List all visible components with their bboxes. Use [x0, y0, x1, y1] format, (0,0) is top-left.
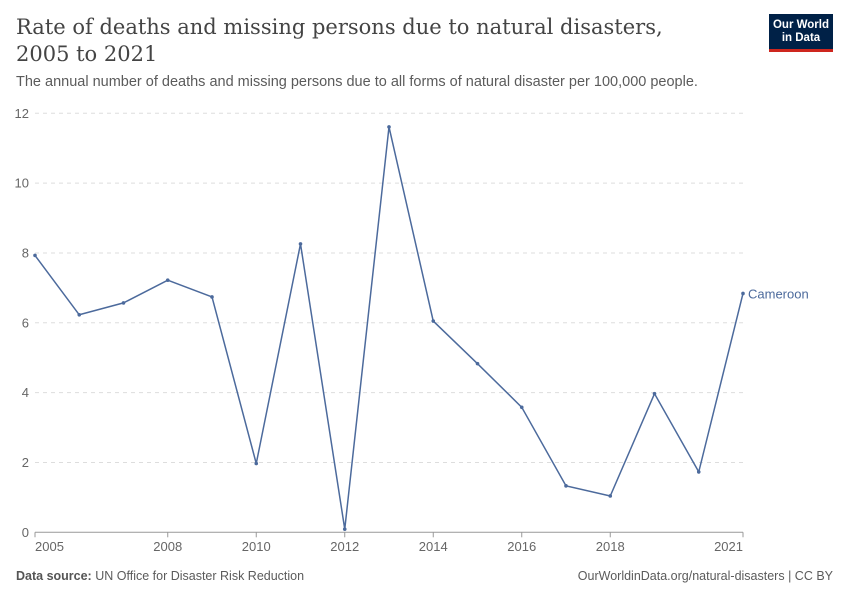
chart-title: Rate of deaths and missing persons due t…	[16, 15, 663, 66]
series-label: Cameroon	[748, 286, 809, 301]
data-point	[210, 295, 214, 299]
logo-line2: in Data	[781, 32, 821, 44]
x-tick-label: 2016	[507, 539, 536, 554]
x-tick-label: 2018	[596, 539, 625, 554]
data-point	[519, 405, 524, 410]
data-point	[77, 312, 82, 317]
data-point	[608, 494, 613, 498]
data-point	[254, 461, 259, 466]
x-tick-label: 2021	[714, 539, 743, 554]
y-tick-label: 0	[22, 525, 29, 540]
owid-logo[interactable]: Our World in Data	[769, 14, 833, 52]
x-tick-label: 2008	[153, 539, 182, 554]
data-point	[298, 242, 303, 246]
y-tick-label: 8	[22, 245, 29, 260]
data-point	[652, 391, 657, 396]
x-tick-label: 2010	[242, 539, 271, 554]
data-point	[431, 319, 436, 323]
data-point	[342, 527, 347, 531]
data-point	[475, 361, 480, 366]
data-point	[33, 253, 37, 258]
data-point	[165, 278, 170, 283]
data-point	[564, 484, 568, 488]
source-label: Data source:	[16, 569, 92, 583]
source-url[interactable]: OurWorldinData.org/natural-disasters | C…	[577, 569, 833, 583]
source-text: UN Office for Disaster Risk Reduction	[95, 569, 305, 583]
x-tick-label: 2005	[35, 539, 64, 554]
y-tick-label: 12	[15, 106, 29, 121]
y-tick-label: 10	[15, 176, 29, 191]
data-point	[696, 470, 701, 474]
y-tick-label: 2	[22, 455, 29, 470]
chart-subtitle: The annual number of deaths and missing …	[16, 74, 698, 90]
x-tick-label: 2014	[419, 539, 448, 554]
data-point	[121, 301, 126, 305]
x-tick-label: 2012	[330, 539, 359, 554]
y-tick-label: 6	[22, 315, 29, 330]
logo-line1: Our World	[772, 19, 829, 31]
data-point	[387, 125, 391, 129]
data-source: Data source: UN Office for Disaster Risk…	[16, 569, 304, 583]
data-point	[741, 291, 745, 296]
series-line-cameroon	[34, 126, 744, 530]
y-tick-label: 4	[22, 385, 29, 400]
